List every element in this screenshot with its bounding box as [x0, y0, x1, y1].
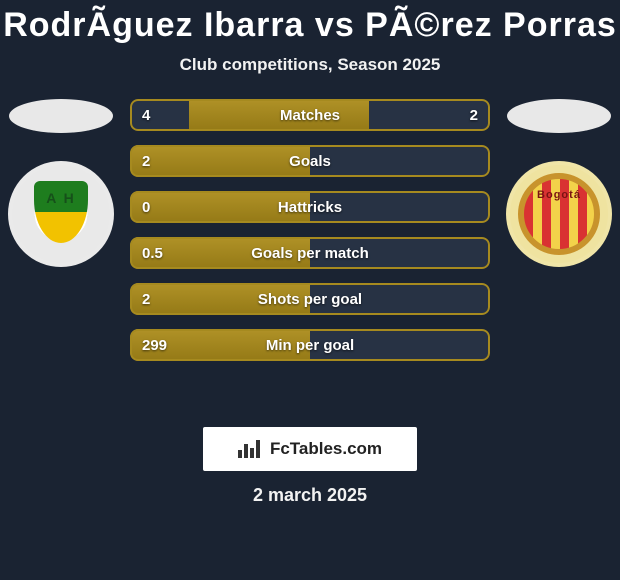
left-player-column: A H [2, 99, 120, 267]
right-player-column: Bogotá [500, 99, 618, 267]
left-player-photo [9, 99, 113, 133]
stat-bar-right-fill [310, 329, 490, 361]
stat-bar-left-fill [130, 329, 310, 361]
stat-bar-left-fill [130, 237, 310, 269]
right-crest-ring: Bogotá [518, 173, 600, 255]
stat-bar: Matches42 [130, 99, 490, 131]
left-crest-initials: A H [34, 181, 88, 215]
stat-bars: Matches42 Goals2 Hattricks0 Goals per match… [130, 99, 490, 409]
stat-bar-right-fill [310, 191, 490, 223]
stat-bar: Min per goal299 [130, 329, 490, 361]
stat-bar: Shots per goal2 [130, 283, 490, 315]
stat-bar-left-fill [130, 145, 310, 177]
match-date: 2 march 2025 [0, 485, 620, 506]
stat-bar-right-fill [310, 145, 490, 177]
stat-bar: Goals2 [130, 145, 490, 177]
stat-bar-left-fill [130, 283, 310, 315]
stat-bar-left-fill [130, 99, 310, 131]
stat-bar-right-fill [310, 283, 490, 315]
right-crest-text: Bogotá [537, 189, 581, 201]
comparison-arena: A H Bogotá Matches42 Goals2 Hattricks0 Goal… [0, 99, 620, 409]
right-player-photo [507, 99, 611, 133]
footer-brand-box[interactable]: FcTables.com [203, 427, 417, 471]
stat-bar: Goals per match0.5 [130, 237, 490, 269]
bar-chart-icon [238, 440, 264, 458]
footer-brand-text: FcTables.com [270, 439, 382, 459]
stat-bar: Hattricks0 [130, 191, 490, 223]
stat-bar-right-fill [310, 237, 490, 269]
page-title: RodrÃ­guez Ibarra vs PÃ©rez Porras [0, 0, 620, 45]
left-crest-shield: A H [34, 181, 88, 243]
stat-bar-right-fill [310, 99, 490, 131]
left-team-crest: A H [8, 161, 114, 267]
stat-bar-left-fill [130, 191, 310, 223]
page-subtitle: Club competitions, Season 2025 [0, 55, 620, 75]
right-team-crest: Bogotá [506, 161, 612, 267]
